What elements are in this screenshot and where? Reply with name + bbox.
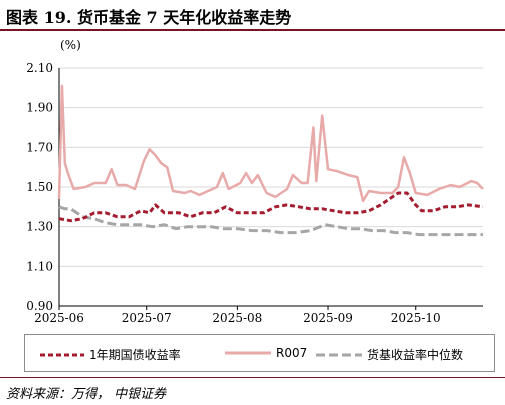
legend-label-median: 货基收益率中位数 xyxy=(367,348,464,362)
legend-label-treasury: 1年期国债收益率 xyxy=(89,348,181,362)
y-tick-label: 0.90 xyxy=(26,299,53,313)
source-rule xyxy=(0,377,505,378)
legend: 1年期国债收益率 R007 货基收益率中位数 xyxy=(24,334,495,372)
x-axis-tick-labels: 2025-06 2025-07 2025-08 2025-09 2025-10 xyxy=(34,311,441,325)
y-tick-label: 2.10 xyxy=(26,61,53,75)
x-tick-label: 2025-07 xyxy=(122,311,172,325)
legend-item-r007: R007 xyxy=(224,346,307,360)
y-tick-label: 1.10 xyxy=(26,259,53,273)
legend-swatch-treasury xyxy=(40,353,84,356)
series-line-treasury xyxy=(58,191,484,223)
x-tick-label: 2025-10 xyxy=(391,311,441,325)
figure-title: 图表 19. 货币基金 7 天年化收益率走势 xyxy=(6,8,292,27)
x-tick-label: 2025-06 xyxy=(34,311,84,325)
series-line-median xyxy=(58,205,483,237)
x-tick-label: 2025-08 xyxy=(212,311,262,325)
x-tick-label: 2025-09 xyxy=(303,311,353,325)
axes xyxy=(58,68,483,310)
y-tick-label: 1.90 xyxy=(26,101,53,115)
legend-swatch-median xyxy=(316,353,362,356)
y-tick-label: 1.70 xyxy=(26,140,53,154)
legend-swatch-r007 xyxy=(225,351,271,355)
grid-lines xyxy=(59,67,483,267)
legend-label-r007: R007 xyxy=(276,346,308,360)
line-chart: 2.101.901.701.501.301.100.90 2025-06 2025… xyxy=(26,61,484,325)
legend-item-treasury: 1年期国债收益率 xyxy=(39,346,181,363)
series-line-r007 xyxy=(57,84,484,203)
y-tick-label: 1.50 xyxy=(26,180,53,194)
figure-source: 资料来源：万得， 中银证券 xyxy=(6,387,167,402)
legend-item-median: 货基收益率中位数 xyxy=(315,346,463,363)
series-lines xyxy=(57,84,484,237)
y-tick-label: 1.30 xyxy=(26,220,53,234)
y-axis-unit: (%) xyxy=(60,38,81,52)
y-axis-tick-labels: 2.10 1.90 1.70 1.50 1.30 1.10 0.90 xyxy=(26,61,53,313)
title-rule xyxy=(0,29,505,31)
